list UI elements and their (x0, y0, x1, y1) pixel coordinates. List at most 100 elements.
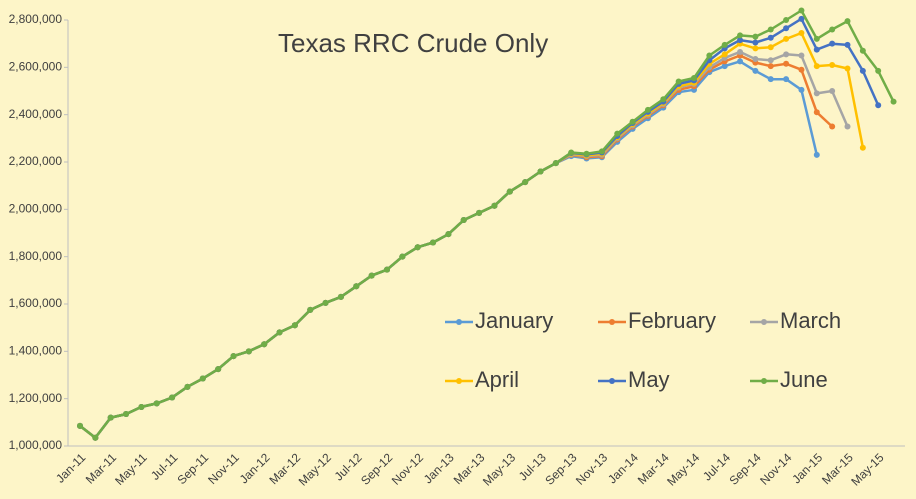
data-point (829, 88, 836, 94)
data-point (276, 329, 283, 336)
data-point (813, 35, 820, 42)
data-point (537, 168, 544, 175)
data-point (767, 57, 774, 64)
data-point (261, 341, 268, 348)
data-point (430, 239, 437, 246)
data-point (783, 76, 790, 83)
data-point (737, 58, 744, 65)
data-point (813, 109, 820, 116)
data-point (767, 76, 774, 83)
data-point (752, 45, 759, 52)
data-point (783, 25, 790, 32)
legend-marker (456, 378, 462, 384)
y-tick-label: 2,400,000 (9, 107, 63, 121)
data-point (215, 366, 222, 373)
data-point (568, 149, 575, 156)
data-point (752, 33, 759, 40)
data-point (783, 51, 790, 58)
data-point (798, 52, 805, 59)
data-point (859, 47, 866, 54)
data-point (859, 67, 866, 74)
data-point (291, 322, 298, 329)
data-point (476, 209, 483, 216)
data-point (752, 67, 759, 74)
data-point (844, 18, 851, 25)
data-point (77, 422, 83, 429)
data-point (721, 41, 728, 48)
data-point (798, 86, 805, 93)
data-point (353, 283, 360, 290)
legend-marker (761, 319, 767, 325)
data-point (445, 231, 452, 238)
data-point (706, 52, 713, 59)
data-point (522, 179, 529, 186)
y-tick-label: 1,200,000 (9, 391, 63, 405)
data-point (890, 98, 897, 105)
data-point (399, 253, 406, 260)
legend-marker (761, 378, 767, 384)
y-tick-label: 1,400,000 (9, 344, 63, 358)
data-point (322, 299, 329, 306)
legend-marker (456, 319, 462, 325)
data-point (614, 130, 621, 137)
chart-title: Texas RRC Crude Only (278, 28, 548, 58)
data-point (675, 78, 682, 85)
data-point (583, 150, 590, 157)
data-point (844, 41, 851, 48)
legend-label: February (628, 308, 716, 333)
data-point (737, 37, 744, 44)
data-point (92, 434, 99, 441)
data-point (767, 34, 774, 41)
data-point (859, 144, 866, 151)
legend-label: June (780, 367, 828, 392)
data-point (813, 90, 820, 97)
data-point (829, 61, 836, 68)
data-point (737, 48, 744, 55)
data-point (460, 216, 467, 223)
data-point (368, 272, 375, 279)
data-point (691, 74, 697, 81)
legend-marker (609, 319, 615, 325)
data-point (752, 56, 759, 63)
data-point (337, 293, 344, 300)
data-point (123, 411, 130, 418)
y-tick-label: 1,800,000 (9, 249, 63, 263)
data-point (813, 63, 820, 70)
data-point (844, 65, 851, 72)
data-point (798, 7, 805, 14)
y-tick-label: 1,600,000 (9, 296, 63, 310)
legend-label: May (628, 367, 670, 392)
data-point (721, 63, 728, 70)
data-point (660, 96, 667, 103)
data-point (307, 306, 314, 313)
y-tick-label: 2,600,000 (9, 60, 63, 74)
data-point (767, 63, 774, 70)
data-point (506, 188, 513, 195)
data-point (199, 375, 206, 382)
legend-label: January (475, 308, 553, 333)
data-point (414, 244, 421, 251)
data-point (813, 46, 820, 53)
legend-label: April (475, 367, 519, 392)
data-point (245, 348, 252, 355)
data-point (153, 400, 160, 407)
legend-marker (609, 378, 615, 384)
data-point (384, 266, 390, 273)
data-point (875, 67, 882, 74)
data-point (644, 106, 651, 113)
y-tick-label: 1,000,000 (9, 438, 63, 452)
y-tick-label: 2,200,000 (9, 154, 63, 168)
data-point (752, 39, 759, 46)
data-point (598, 148, 605, 155)
data-point (844, 123, 851, 130)
data-point (491, 202, 498, 209)
data-point (107, 414, 114, 421)
y-tick-label: 2,800,000 (9, 12, 63, 26)
data-point (783, 35, 790, 42)
data-point (169, 394, 176, 401)
data-point (829, 26, 836, 33)
data-point (629, 118, 636, 125)
